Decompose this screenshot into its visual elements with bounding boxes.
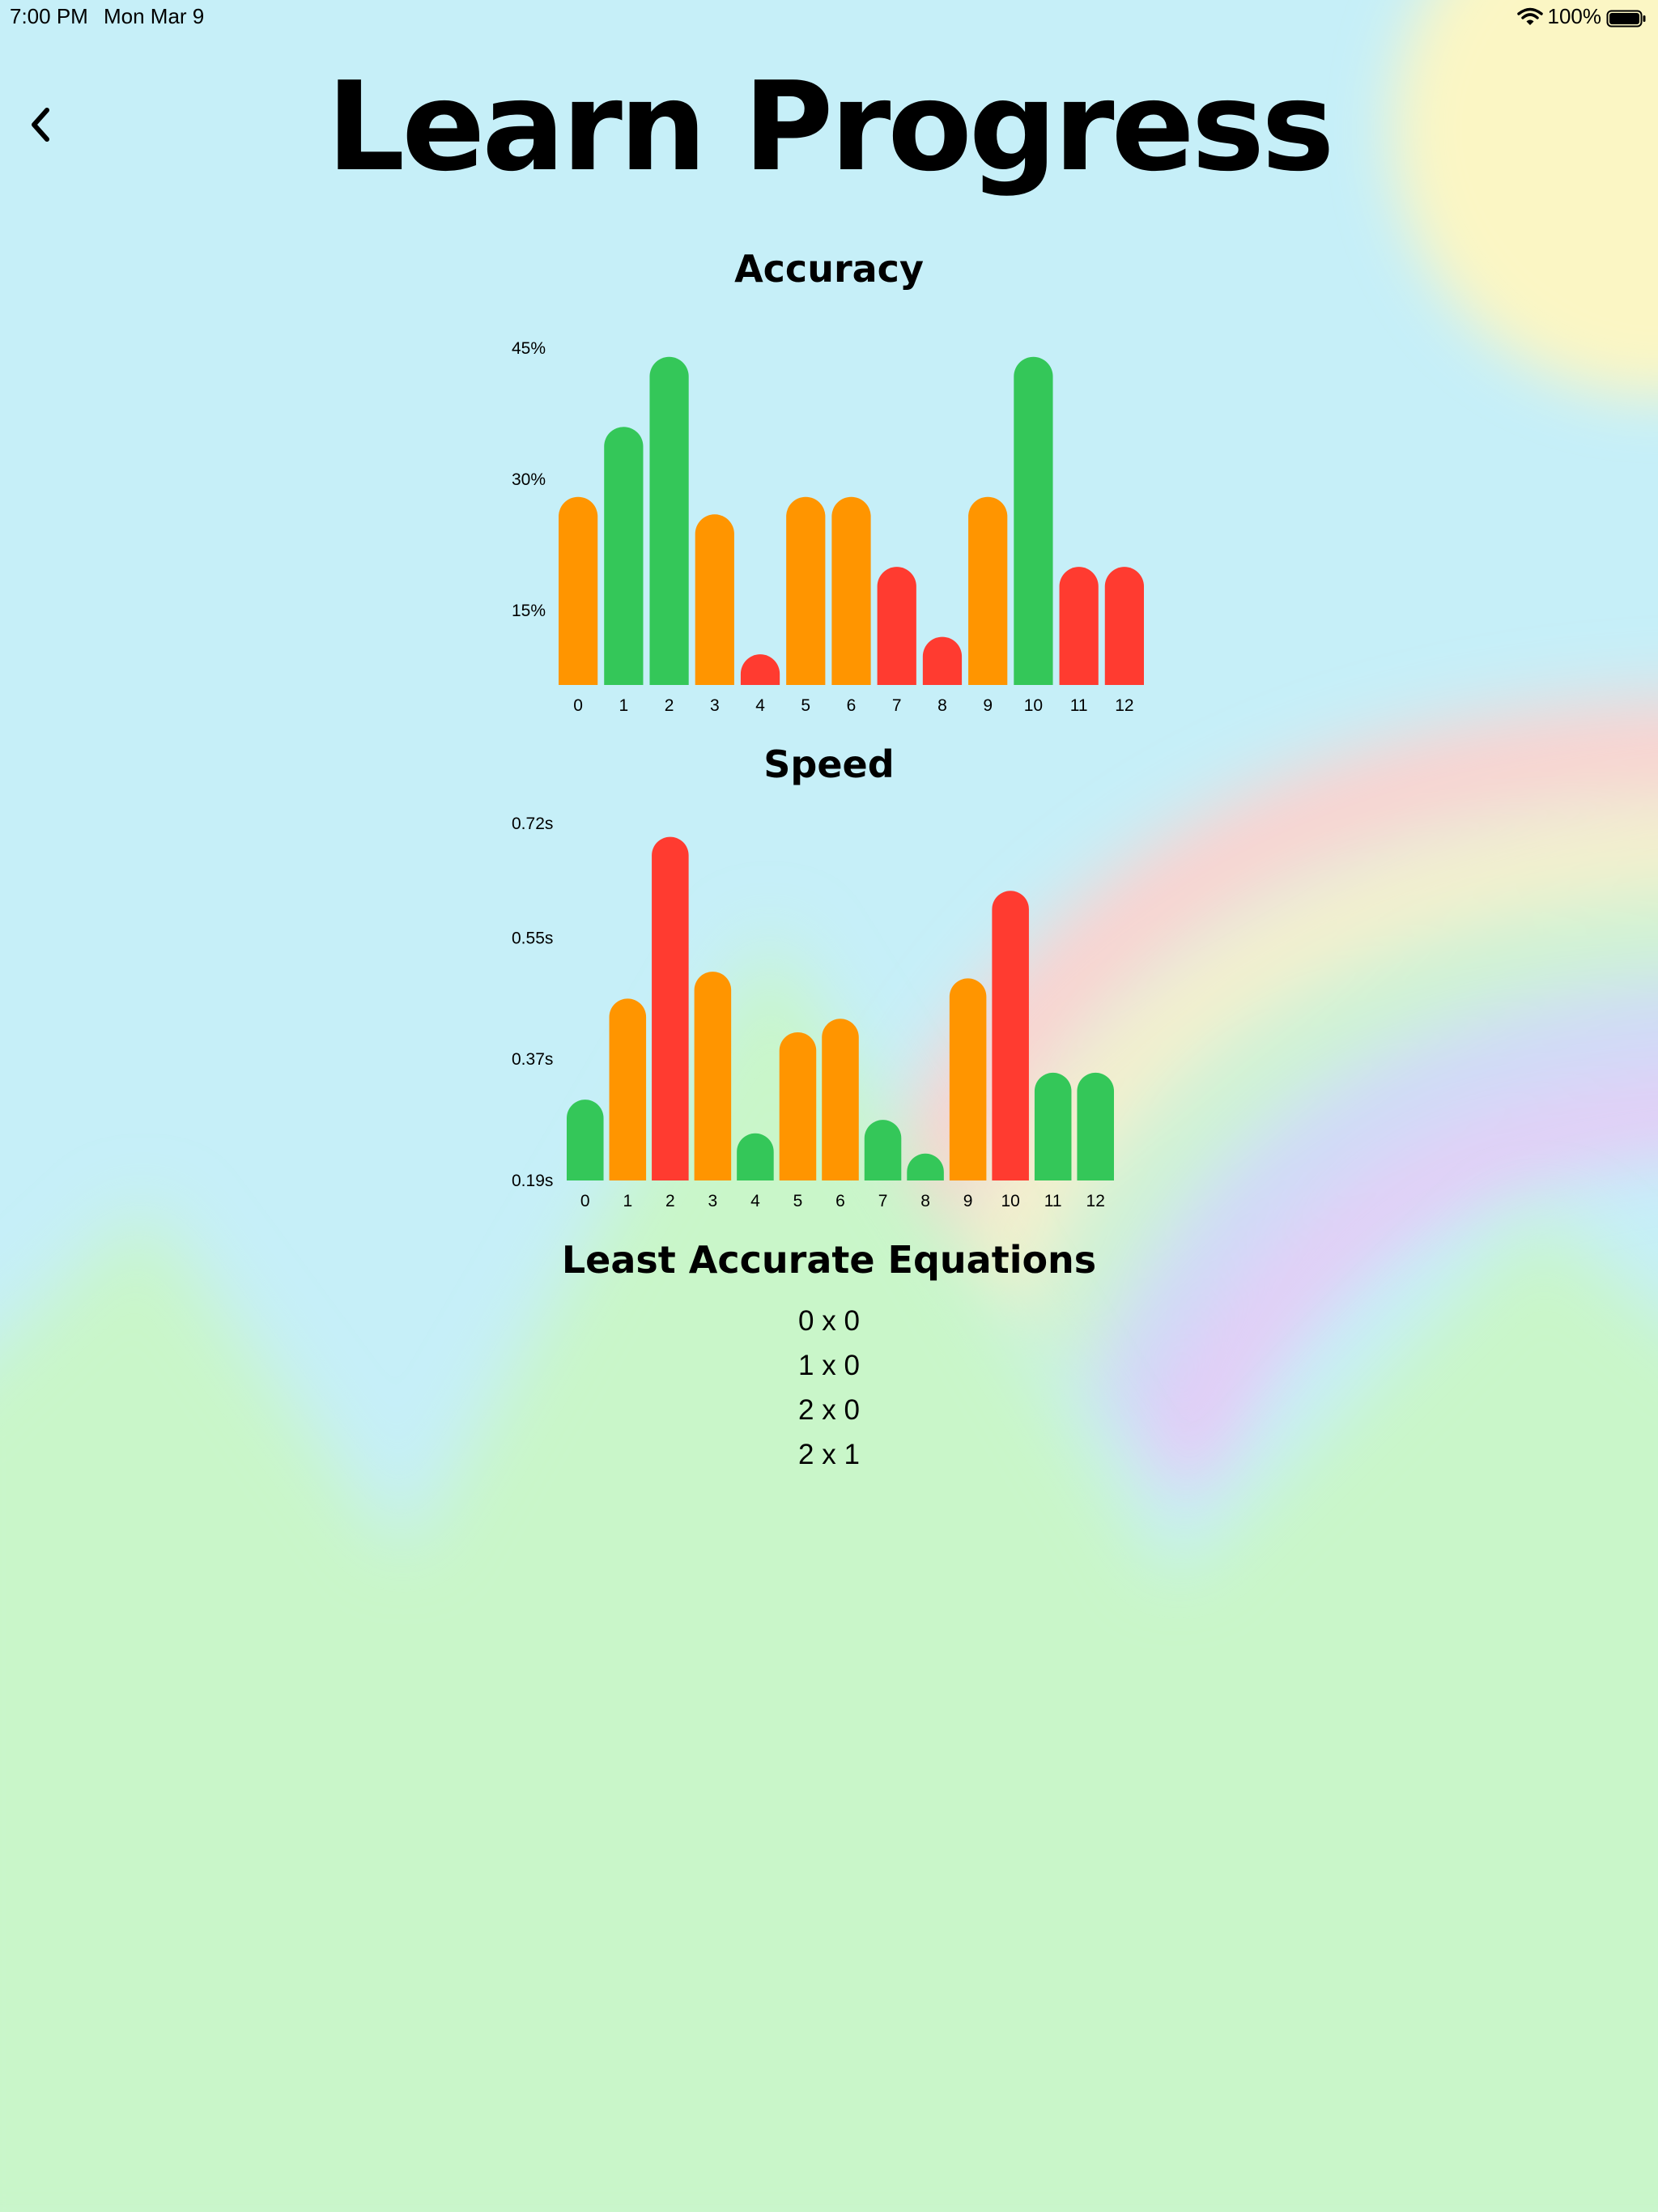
bar-12 bbox=[1104, 567, 1144, 685]
y-tick-label: 30% bbox=[512, 470, 546, 489]
x-tick-label: 0 bbox=[580, 1192, 590, 1210]
x-tick-label: 12 bbox=[1115, 696, 1133, 715]
back-button[interactable] bbox=[19, 100, 62, 149]
status-bar: 7:00 PM Mon Mar 9 100% bbox=[0, 0, 1658, 32]
x-tick-label: 4 bbox=[755, 696, 765, 715]
bar-0 bbox=[559, 496, 598, 685]
y-tick-label: 0.72s bbox=[512, 815, 553, 833]
bar-2 bbox=[652, 836, 689, 1180]
bar-7 bbox=[864, 1120, 902, 1180]
bar-2 bbox=[649, 356, 689, 685]
bar-3 bbox=[694, 972, 732, 1180]
bar-3 bbox=[695, 514, 734, 685]
x-tick-label: 4 bbox=[750, 1192, 760, 1210]
y-tick-label: 0.37s bbox=[512, 1050, 553, 1069]
x-tick-label: 10 bbox=[1024, 696, 1043, 715]
x-tick-label: 1 bbox=[623, 1192, 632, 1210]
bar-10 bbox=[1014, 356, 1053, 685]
bar-4 bbox=[740, 654, 780, 685]
y-tick-label: 0.19s bbox=[512, 1172, 553, 1190]
x-tick-label: 5 bbox=[801, 696, 810, 715]
y-tick-label: 45% bbox=[512, 339, 546, 358]
bar-8 bbox=[922, 636, 963, 685]
x-tick-label: 6 bbox=[835, 1192, 845, 1210]
equation-item: 2 x 1 bbox=[798, 1439, 860, 1470]
x-tick-label: 8 bbox=[937, 696, 947, 715]
y-tick-label: 15% bbox=[512, 602, 546, 620]
bar-10 bbox=[992, 891, 1029, 1180]
bar-5 bbox=[779, 1032, 817, 1180]
bar-0 bbox=[567, 1100, 604, 1180]
bar-5 bbox=[786, 496, 826, 685]
x-tick-label: 8 bbox=[920, 1192, 930, 1210]
bar-11 bbox=[1059, 567, 1099, 685]
bar-9 bbox=[968, 496, 1008, 685]
x-tick-label: 2 bbox=[665, 1192, 675, 1210]
x-tick-label: 5 bbox=[793, 1192, 803, 1210]
bar-7 bbox=[877, 567, 916, 685]
bar-12 bbox=[1077, 1072, 1114, 1180]
battery-percent: 100% bbox=[1547, 4, 1602, 28]
x-tick-label: 7 bbox=[878, 1192, 888, 1210]
x-tick-label: 3 bbox=[710, 696, 720, 715]
accuracy-chart-svg: 15%30%45%0 1 2 3 4 5 6 7 8 9 10 11 12 bbox=[512, 339, 1144, 715]
bar-6 bbox=[831, 496, 871, 685]
x-tick-label: 11 bbox=[1044, 1192, 1062, 1210]
equation-item: 2 x 0 bbox=[798, 1394, 860, 1426]
accuracy-title: Accuracy bbox=[734, 247, 924, 291]
equation-list: 0 x 0 1 x 0 2 x 0 2 x 1 bbox=[0, 1299, 1658, 1477]
speed-title: Speed bbox=[763, 742, 895, 786]
x-tick-label: 6 bbox=[847, 696, 857, 715]
speed-chart: 0.19s 0.37s 0.55s 0.72s 0 1 2 3 4 5 6 7 8 9 10 11 12 bbox=[502, 810, 1166, 1214]
chevron-left-icon bbox=[32, 108, 49, 142]
status-right-group: 100% bbox=[1516, 4, 1647, 29]
x-tick-label: 7 bbox=[892, 696, 902, 715]
equation-item: 1 x 0 bbox=[798, 1350, 860, 1381]
x-tick-label: 10 bbox=[1001, 1192, 1019, 1210]
battery-full-icon bbox=[1606, 8, 1647, 27]
bar-11 bbox=[1034, 1072, 1072, 1180]
accuracy-chart: 15% 30% 45% 0 1 2 3 4 5 6 7 8 9 10 11 12 bbox=[502, 324, 1166, 721]
bar-1 bbox=[604, 427, 644, 685]
bar-4 bbox=[737, 1133, 774, 1180]
x-tick-label: 9 bbox=[983, 696, 993, 715]
page-title: Learn Progress bbox=[326, 55, 1334, 198]
x-tick-label: 11 bbox=[1070, 696, 1088, 715]
x-tick-label: 1 bbox=[619, 696, 629, 715]
x-tick-label: 3 bbox=[708, 1192, 718, 1210]
x-tick-label: 9 bbox=[963, 1192, 973, 1210]
bar-1 bbox=[609, 998, 647, 1180]
bar-8 bbox=[907, 1153, 944, 1180]
status-date: Mon Mar 9 bbox=[104, 4, 205, 28]
x-tick-label: 2 bbox=[665, 696, 674, 715]
x-tick-label: 12 bbox=[1086, 1192, 1105, 1210]
wifi-icon bbox=[1516, 7, 1543, 27]
least-accurate-title: Least Accurate Equations bbox=[561, 1238, 1097, 1282]
bar-6 bbox=[822, 1019, 859, 1180]
hills-shape bbox=[0, 931, 1658, 2212]
status-time: 7:00 PM bbox=[10, 4, 88, 28]
bar-9 bbox=[949, 978, 987, 1180]
equation-item: 0 x 0 bbox=[798, 1305, 860, 1337]
x-tick-label: 0 bbox=[573, 696, 583, 715]
y-tick-label: 0.55s bbox=[512, 929, 553, 947]
sun-shape bbox=[1392, 0, 1658, 397]
